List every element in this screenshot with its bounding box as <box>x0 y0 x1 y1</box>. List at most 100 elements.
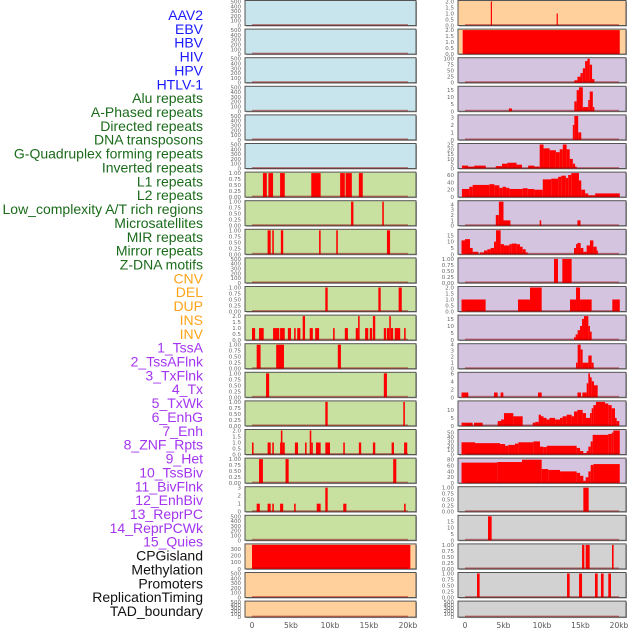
y-tick-label: 4 <box>451 379 455 385</box>
track-label: MIR repeats <box>127 229 203 245</box>
data-bar <box>351 201 354 226</box>
data-bar <box>534 189 543 198</box>
y-tick-label: 15 <box>447 88 454 94</box>
data-bar <box>548 469 561 484</box>
track-label: Methylation <box>131 561 203 577</box>
y-tick-label: 10 <box>447 324 454 330</box>
y-tick-label: 0.75 <box>442 578 455 584</box>
data-bar <box>461 442 476 455</box>
track-label: Alu repeats <box>132 90 203 106</box>
data-bar <box>539 220 542 226</box>
data-bar <box>593 246 597 255</box>
data-bar <box>580 325 583 341</box>
y-tick-label: 500 <box>231 600 242 606</box>
baseline <box>252 52 408 55</box>
data-bar <box>262 173 267 198</box>
panel-background <box>244 171 417 198</box>
data-bar <box>543 148 550 169</box>
data-bar <box>369 328 373 341</box>
baseline <box>465 81 619 83</box>
y-tick-label: 0 <box>451 538 455 544</box>
track-label: 1_TssA <box>157 340 204 356</box>
y-tick-label: 0.50 <box>229 383 242 389</box>
data-bar <box>612 299 620 312</box>
data-bar <box>391 442 394 455</box>
y-tick-label: 0.50 <box>229 355 242 361</box>
data-bar <box>571 173 579 198</box>
y-tick-label: 100 <box>444 57 455 63</box>
data-bar <box>578 180 582 198</box>
y-tick-label: 1.00 <box>229 400 242 406</box>
baseline <box>252 367 408 369</box>
y-tick-label: 500 <box>231 572 242 578</box>
y-tick-label: 0 <box>451 453 455 459</box>
y-tick-label: 500 <box>231 85 242 91</box>
y-tick-label: 0 <box>451 615 455 621</box>
data-bar <box>315 328 320 341</box>
y-tick-label: 200 <box>231 586 242 592</box>
data-bar <box>390 328 394 341</box>
data-bar <box>585 477 589 484</box>
baseline <box>465 167 619 169</box>
y-tick-label: 5 <box>451 416 455 422</box>
x-tick-label: 5kb <box>284 621 298 630</box>
x-tick-label: 0 <box>250 621 255 630</box>
data-bar <box>267 442 271 455</box>
y-tick-label: 0 <box>238 24 242 30</box>
data-bar <box>590 464 594 484</box>
baseline <box>252 195 408 198</box>
track-label: 10_TssBiv <box>139 464 203 480</box>
data-bar <box>555 152 560 169</box>
baseline <box>252 567 408 569</box>
data-bar <box>461 422 473 426</box>
data-bar <box>503 220 511 226</box>
data-bar <box>574 411 578 426</box>
baseline <box>252 167 408 169</box>
data-bar <box>585 193 589 198</box>
track-label: Promoters <box>138 575 203 591</box>
data-bar <box>560 471 577 484</box>
data-bar <box>508 444 515 455</box>
data-bar <box>487 249 491 255</box>
data-bar <box>474 422 483 426</box>
y-tick-label: 10 <box>447 448 454 454</box>
track-panel: 0.00.51.01.52.0 <box>445 286 627 316</box>
y-tick-label: 0.00 <box>229 424 242 430</box>
data-bar <box>280 230 284 255</box>
y-tick-label: 0.50 <box>229 240 242 246</box>
y-tick-label: 0.50 <box>442 498 455 504</box>
y-tick-label: 0 <box>451 224 455 230</box>
panel-background <box>244 371 417 398</box>
data-bar <box>608 405 612 426</box>
data-bar <box>583 453 587 455</box>
baseline <box>465 596 619 598</box>
y-tick-label: 0.00 <box>229 310 242 316</box>
data-bar <box>587 58 590 83</box>
data-bar <box>592 79 595 83</box>
data-bar <box>582 318 584 341</box>
baseline <box>252 538 408 541</box>
data-bar <box>404 503 406 512</box>
data-bar <box>294 503 296 512</box>
y-tick-label: 500 <box>231 28 242 34</box>
baseline <box>465 538 619 541</box>
y-tick-label: 1.00 <box>229 457 242 463</box>
panel-background <box>457 371 627 398</box>
y-tick-label: 300 <box>231 38 242 44</box>
track-label: 4_Tx <box>172 381 203 397</box>
y-tick-label: 80 <box>447 458 454 464</box>
y-tick-label: 1.0 <box>232 441 241 447</box>
track-label: 7_Enh <box>163 423 203 439</box>
y-tick-label: 1.00 <box>442 543 455 549</box>
y-tick-label: 0.75 <box>229 177 242 183</box>
data-bar <box>588 355 592 369</box>
y-tick-label: 0.5 <box>445 304 454 310</box>
data-bar <box>588 373 590 398</box>
y-tick-label: 60 <box>447 173 454 179</box>
data-bar <box>268 173 274 198</box>
data-bar <box>575 334 578 341</box>
